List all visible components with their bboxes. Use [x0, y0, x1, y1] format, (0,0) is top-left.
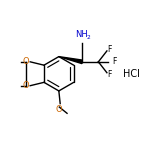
Text: HCl: HCl [123, 69, 140, 79]
Text: F: F [107, 70, 112, 79]
Text: O: O [22, 57, 29, 66]
Text: F: F [112, 57, 116, 66]
Text: F: F [107, 45, 112, 54]
Text: O: O [22, 81, 29, 90]
Polygon shape [59, 57, 82, 64]
Text: 2: 2 [86, 35, 90, 40]
Text: NH: NH [76, 30, 88, 39]
Text: O: O [56, 105, 63, 114]
